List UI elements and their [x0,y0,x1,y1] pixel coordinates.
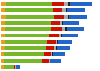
Bar [42,59,49,63]
Bar [1,8,6,12]
Bar [6,15,54,19]
Bar [70,2,92,6]
Bar [58,40,72,44]
Bar [53,8,62,12]
Bar [49,34,59,37]
Bar [1,27,5,31]
Bar [1,46,5,50]
Bar [57,40,58,44]
Bar [67,8,85,12]
Bar [68,2,70,6]
Bar [5,21,51,25]
Bar [1,21,5,25]
Bar [5,46,46,50]
Bar [1,52,4,56]
Bar [4,65,14,69]
Bar [1,2,6,6]
Bar [47,40,56,44]
Bar [1,40,5,44]
Bar [4,52,44,56]
Bar [4,59,42,63]
Bar [68,15,69,19]
Bar [57,46,70,50]
Bar [62,34,78,37]
Bar [5,40,47,44]
Bar [51,27,62,31]
Bar [14,65,15,69]
Bar [66,27,84,31]
Bar [15,65,16,69]
Bar [6,8,53,12]
Bar [66,8,67,12]
Bar [1,59,4,63]
Bar [1,65,4,69]
Bar [51,52,52,56]
Bar [53,52,65,56]
Bar [52,2,64,6]
Bar [44,52,51,56]
Bar [62,8,66,12]
Bar [1,15,6,19]
Bar [62,27,65,31]
Bar [51,21,60,25]
Bar [54,15,64,19]
Bar [64,15,68,19]
Bar [60,21,62,25]
Bar [63,21,80,25]
Bar [5,27,51,31]
Bar [16,65,20,69]
Bar [46,46,54,50]
Bar [69,15,87,19]
Bar [50,59,61,63]
Bar [61,34,62,37]
Bar [64,2,68,6]
Bar [62,21,63,25]
Bar [6,2,52,6]
Bar [56,40,57,44]
Bar [56,46,57,50]
Bar [49,59,50,63]
Bar [59,34,61,37]
Bar [65,27,66,31]
Bar [1,34,5,37]
Bar [54,46,56,50]
Bar [5,34,49,37]
Bar [52,52,53,56]
